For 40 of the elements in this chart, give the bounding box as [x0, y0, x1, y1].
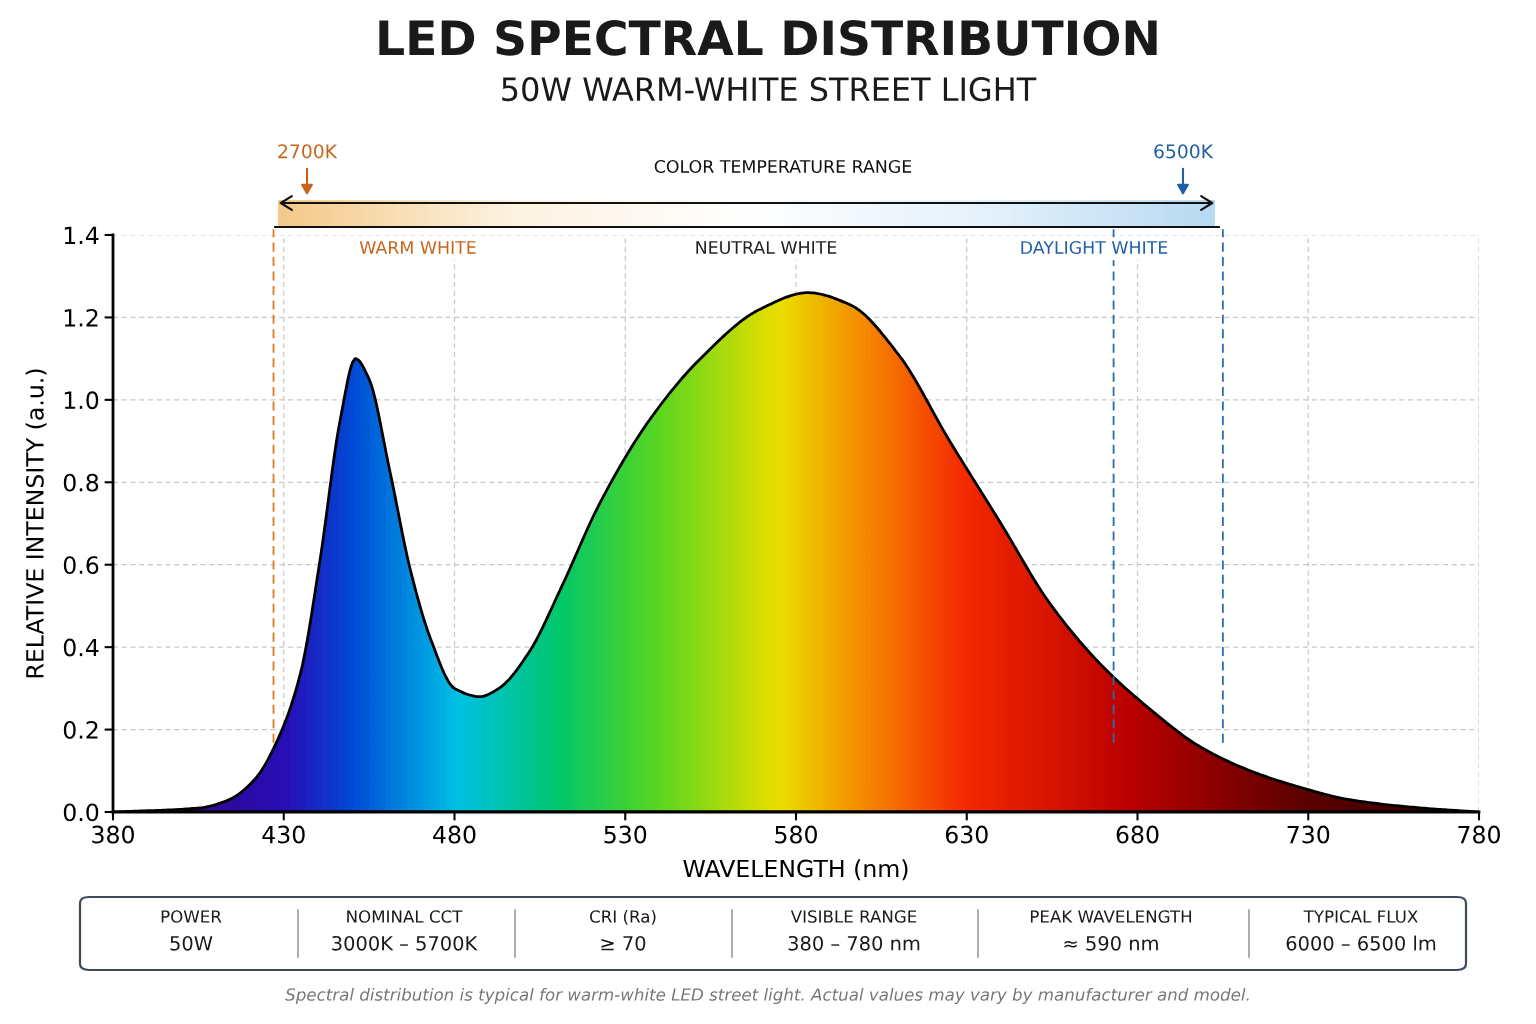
- y-tick-label: 0.0: [63, 803, 99, 822]
- x-tick-label: 430: [262, 825, 305, 844]
- y-tick-label: 1.0: [64, 391, 99, 410]
- text: NOMINAL CCT: [347, 910, 463, 923]
- y-axis-title: RELATIVE INTENSITY (a.u.): [25, 369, 47, 678]
- x-tick-label: 530: [604, 825, 647, 844]
- x-tick-label: 480: [433, 825, 476, 844]
- text: TYPICAL FLUX: [1303, 910, 1418, 923]
- x-tick-label: 380: [92, 825, 134, 844]
- text: Spectral distribution is typical for warm-white LED street light. Actual values may vary by manufacturer and model.: [285, 987, 1249, 1005]
- text: ≈ 590 nm: [1064, 935, 1158, 951]
- text: COLOR TEMPERATURE RANGE: [654, 159, 912, 174]
- x-tick-label: 730: [1287, 825, 1330, 844]
- annotation: WARM WHITE: [359, 241, 476, 254]
- text: CRI (Ra): [590, 909, 656, 925]
- text: 6000 – 6500 lm: [1286, 935, 1436, 951]
- x-axis-title: WAVELENGTH (nm): [683, 859, 908, 881]
- y-tick-label: 1.2: [64, 308, 98, 327]
- x-tick-label: 630: [945, 825, 988, 844]
- text: 6500K: [1154, 144, 1214, 159]
- x-tick-label: 780: [1458, 825, 1500, 844]
- text: 3000K – 5700K: [332, 935, 478, 951]
- y-tick-label: 0.4: [63, 638, 99, 657]
- y-tick-label: 1.4: [64, 226, 99, 244]
- y-tick-label: 0.2: [63, 721, 98, 739]
- x-tick-label: 680: [1116, 825, 1159, 844]
- text: ≥ 70: [601, 935, 646, 951]
- text: 50W: [170, 935, 213, 951]
- chart-subtitle: 50W WARM-WHITE STREET LIGHT: [502, 77, 1037, 102]
- text: POWER: [161, 910, 222, 923]
- text: 380 – 780 nm: [788, 935, 920, 951]
- chart-title: LED SPECTRAL DISTRIBUTION: [379, 19, 1157, 56]
- x-tick-label: 580: [775, 825, 817, 844]
- text: 2700K: [278, 144, 338, 159]
- annotation: NEUTRAL WHITE: [696, 241, 837, 255]
- annotation: DAYLIGHT WHITE: [1021, 240, 1168, 255]
- y-tick-label: 0.6: [63, 556, 99, 575]
- y-tick-label: 0.8: [63, 473, 99, 492]
- text: VISIBLE RANGE: [790, 910, 917, 923]
- text: PEAK WAVELENGTH: [1030, 910, 1192, 923]
